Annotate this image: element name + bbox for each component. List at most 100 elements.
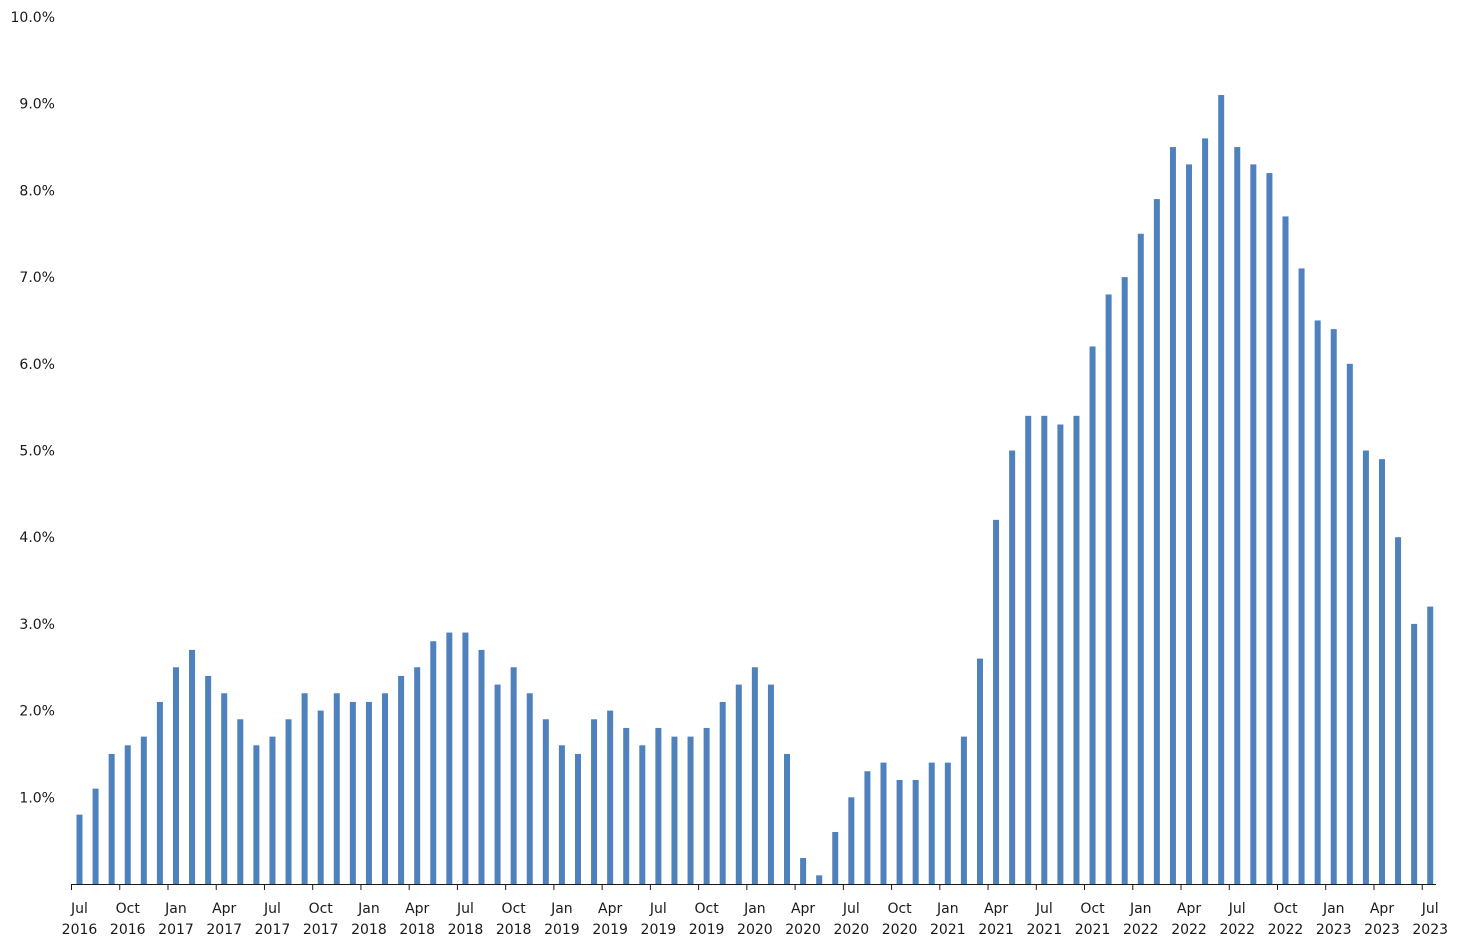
x-tick-label-month: Oct xyxy=(1080,901,1105,917)
bar xyxy=(1025,415,1032,884)
bar xyxy=(237,719,244,884)
x-tick-label-year: 2018 xyxy=(496,922,532,938)
bar xyxy=(156,701,163,884)
bar xyxy=(365,701,372,884)
bar xyxy=(1395,537,1402,884)
bar xyxy=(301,693,308,884)
bar xyxy=(189,649,196,884)
x-tick-label-month: Jan xyxy=(743,901,766,917)
bar xyxy=(1057,424,1064,884)
bar xyxy=(172,667,179,884)
x-tick-label-month: Apr xyxy=(1370,901,1394,917)
bar xyxy=(1218,95,1225,884)
bar xyxy=(751,667,758,884)
bar xyxy=(864,771,871,884)
bar xyxy=(1282,216,1289,884)
x-tick-label-month: Jan xyxy=(357,901,380,917)
y-tick-label: 7.0% xyxy=(19,270,55,286)
bar xyxy=(221,693,228,884)
bar xyxy=(382,693,389,884)
bar xyxy=(253,745,260,884)
x-tick-label-year: 2018 xyxy=(351,922,387,938)
bar xyxy=(1202,138,1209,884)
x-tick-label-month: Jan xyxy=(550,901,573,917)
bar xyxy=(1330,329,1337,884)
x-tick-label-year: 2022 xyxy=(1268,922,1304,938)
x-axis-ticks: Jul 2016 Oct 2016 Jan 2017 Apr 2017 Jul 2017 Oct 20… xyxy=(62,884,1448,938)
x-tick-label-year: 2021 xyxy=(978,922,1014,938)
x-tick-label-month: Jul xyxy=(70,901,88,917)
bar xyxy=(333,693,340,884)
bar xyxy=(639,745,646,884)
bar xyxy=(1411,623,1418,884)
bar xyxy=(993,519,1000,884)
bar xyxy=(767,684,774,884)
x-tick-label-month: Oct xyxy=(309,901,334,917)
x-tick-label-month: Jul xyxy=(263,901,281,917)
bar xyxy=(912,779,919,884)
x-tick-label-month: Apr xyxy=(984,901,1008,917)
bar xyxy=(1186,164,1193,884)
x-tick-label-year: 2017 xyxy=(206,922,242,938)
x-tick-label-year: 2019 xyxy=(544,922,580,938)
bar xyxy=(542,719,549,884)
x-tick-label-month: Jul xyxy=(1421,901,1439,917)
x-tick-label-month: Apr xyxy=(405,901,429,917)
x-tick-label-year: 2021 xyxy=(1075,922,1111,938)
bar xyxy=(1314,320,1321,884)
bar-series xyxy=(76,95,1434,885)
y-tick-label: 10.0% xyxy=(11,10,55,26)
bar xyxy=(526,693,533,884)
bar xyxy=(1073,415,1080,884)
bar xyxy=(1234,147,1241,885)
x-tick-label-month: Oct xyxy=(887,901,912,917)
bar xyxy=(880,762,887,884)
x-tick-label-year: 2017 xyxy=(255,922,291,938)
x-tick-label-month: Apr xyxy=(791,901,815,917)
bar xyxy=(1009,450,1016,884)
bar xyxy=(574,753,581,884)
bar xyxy=(462,632,469,884)
bar xyxy=(285,719,292,884)
bar xyxy=(784,753,791,884)
x-tick-label-year: 2022 xyxy=(1171,922,1207,938)
bar xyxy=(848,797,855,884)
bar xyxy=(108,753,115,884)
bar xyxy=(719,701,726,884)
x-tick-label-year: 2018 xyxy=(399,922,435,938)
x-tick-label-year: 2020 xyxy=(737,922,773,938)
bar xyxy=(800,857,807,884)
bar xyxy=(944,762,951,884)
bar xyxy=(1427,606,1434,884)
bar xyxy=(398,675,405,884)
bar xyxy=(607,710,614,884)
bar xyxy=(896,779,903,884)
bar xyxy=(494,684,501,884)
x-tick-label-month: Oct xyxy=(695,901,720,917)
bar xyxy=(414,667,421,884)
x-tick-label-year: 2020 xyxy=(785,922,821,938)
y-tick-label: 2.0% xyxy=(19,704,55,720)
bar xyxy=(205,675,212,884)
bar xyxy=(1121,277,1128,885)
bar xyxy=(1346,363,1353,884)
bar xyxy=(671,736,678,884)
bar xyxy=(140,736,147,884)
bar xyxy=(735,684,742,884)
bar xyxy=(703,727,710,884)
x-tick-label-year: 2019 xyxy=(592,922,628,938)
bar xyxy=(1250,164,1257,884)
x-tick-label-year: 2017 xyxy=(158,922,194,938)
x-tick-label-year: 2023 xyxy=(1316,922,1352,938)
bar xyxy=(687,736,694,884)
bar xyxy=(960,736,967,884)
bar xyxy=(124,745,131,884)
x-tick-label-year: 2019 xyxy=(641,922,677,938)
y-tick-label: 4.0% xyxy=(19,530,55,546)
x-tick-label-month: Jul xyxy=(1035,901,1053,917)
x-tick-label-year: 2022 xyxy=(1123,922,1159,938)
bar xyxy=(558,745,565,884)
bar xyxy=(1298,268,1305,884)
